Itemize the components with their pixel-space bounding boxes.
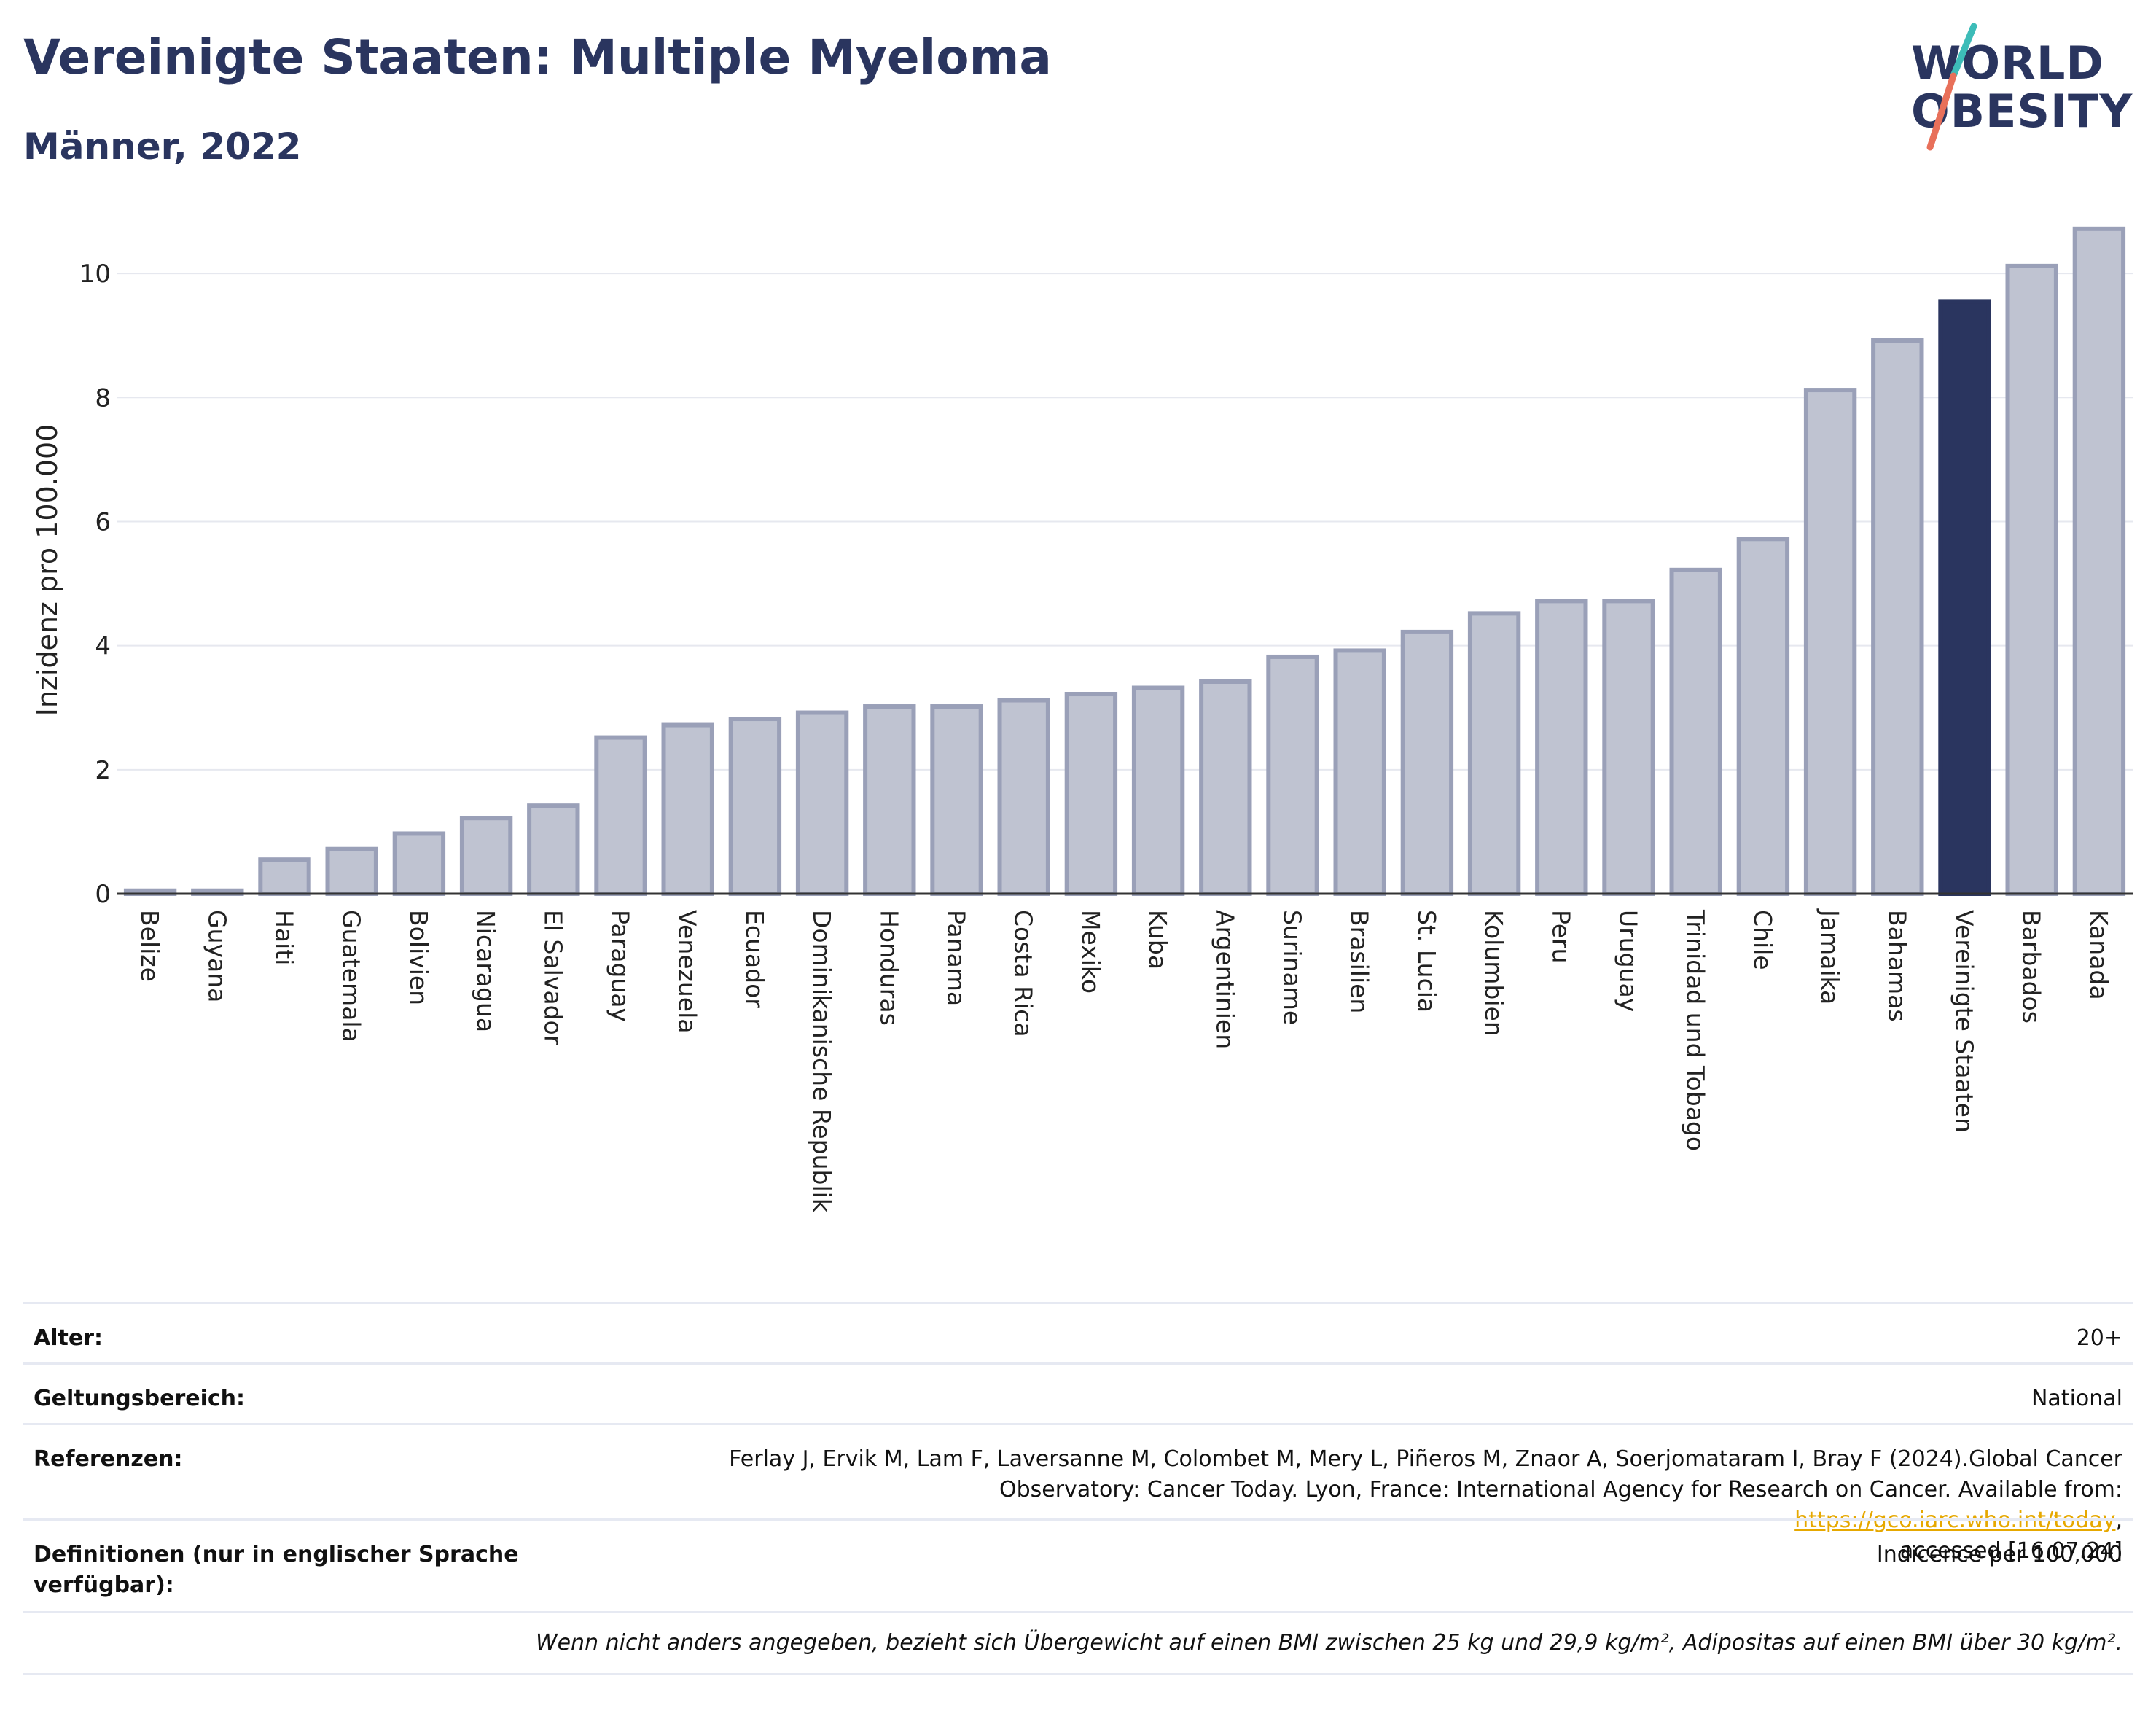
age-value: 20+ (2076, 1325, 2122, 1351)
bar (795, 710, 849, 896)
info-table: Alter: 20+ Geltungsbereich: National Ref… (23, 1302, 2133, 1675)
bar (1736, 537, 1790, 896)
bar (325, 846, 378, 897)
x-tick-label: Honduras (875, 910, 903, 1026)
bar (728, 717, 782, 896)
bar (997, 698, 1050, 896)
bar (1803, 388, 1857, 896)
bar (594, 735, 647, 897)
table-row-note: Wenn nicht anders angegeben, bezieht sic… (23, 1611, 2133, 1675)
y-tick-label: 4 (95, 632, 111, 661)
x-tick-label: Bolivien (405, 910, 433, 1005)
x-tick-label: Panama (942, 910, 971, 1006)
scope-value: National (2031, 1386, 2122, 1411)
bar (1199, 679, 1252, 896)
x-tick-label: Suriname (1278, 910, 1307, 1025)
x-tick-label: Guyana (203, 910, 231, 1002)
references-line-2-text: Observatory: Cancer Today. Lyon, France:… (999, 1477, 2122, 1502)
x-tick-label: Brasilien (1345, 910, 1374, 1013)
definitions-label-line-2: verfügbar): (34, 1572, 174, 1598)
table-row-references: Referenzen: Ferlay J, Ervik M, Lam F, La… (23, 1423, 2133, 1564)
x-tick-label: Dominikanische Republik (808, 910, 836, 1213)
table-row-age: Alter: 20+ (23, 1302, 2133, 1362)
table-row-scope: Geltungsbereich: National (23, 1362, 2133, 1423)
logo-text-world: WORLD (1911, 36, 2104, 90)
bar-chart: 0 2 4 6 8 10 Inzidenz pro 100.000 Belize Guyana H… (31, 226, 2133, 1213)
bar (527, 803, 580, 896)
y-axis-label: Inzidenz pro 100.000 (31, 424, 63, 717)
y-tick-label: 10 (79, 260, 111, 289)
bar (1064, 692, 1118, 896)
y-tick-label: 0 (95, 880, 111, 909)
y-tick-label: 6 (95, 507, 111, 537)
bar (392, 831, 446, 896)
page-title: Vereinigte Staaten: Multiple Myeloma (23, 29, 1052, 85)
bar (1400, 629, 1454, 897)
x-tick-label: Mexiko (1077, 910, 1105, 994)
bar (1669, 567, 1722, 896)
x-tick-label: Jamaika (1816, 908, 1844, 1005)
bar (1467, 611, 1521, 896)
bar (1871, 338, 1924, 897)
definitions-label-line-1: Definitionen (nur in englischer Sprache (34, 1542, 519, 1567)
x-tick-label: Bahamas (1883, 910, 1911, 1022)
bar (258, 857, 311, 897)
x-tick-label: Argentinien (1211, 910, 1239, 1049)
x-tick-label: Paraguay (606, 910, 635, 1022)
bar (1131, 685, 1185, 896)
x-tick-label: Uruguay (1614, 910, 1643, 1012)
x-tick-label: Barbados (2018, 910, 2046, 1024)
x-tick-label: Ecuador (741, 910, 769, 1008)
bmi-note: Wenn nicht anders angegeben, bezieht sic… (535, 1630, 2122, 1656)
bar (930, 704, 983, 896)
x-tick-label: Trinidad und Tobago (1682, 909, 1710, 1151)
x-tick-label: St. Lucia (1413, 910, 1441, 1013)
x-tick-label: Peru (1547, 910, 1575, 964)
scope-label: Geltungsbereich: (34, 1386, 246, 1411)
bar (1602, 599, 1655, 896)
bar (1266, 654, 1319, 896)
x-tick-label: Nicaragua (472, 910, 500, 1032)
bar (661, 722, 714, 896)
x-tick-label: Haiti (270, 910, 299, 965)
bar (1535, 599, 1588, 896)
bar (2072, 226, 2126, 897)
page-subtitle: Männer, 2022 (23, 125, 302, 168)
x-tick-label: Kanada (2085, 910, 2113, 1000)
definitions-label: Definitionen (nur in englischer Sprache … (34, 1540, 544, 1601)
references-line-1: Ferlay J, Ervik M, Lam F, Laversanne M, … (729, 1446, 2122, 1472)
x-tick-label: Vereinigte Staaten (1950, 910, 1979, 1133)
age-label: Alter: (34, 1325, 103, 1351)
x-tick-label: Guatemala (337, 910, 366, 1042)
bar (2005, 263, 2058, 896)
y-tick-label: 2 (95, 756, 111, 785)
x-tick-label: Belize (136, 910, 164, 982)
logo-slash-icon (1926, 23, 1977, 151)
references-label: Referenzen: (34, 1446, 183, 1472)
x-tick-label: Chile (1749, 910, 1777, 970)
references-line-3: accessed [16.07.24] (1899, 1538, 2122, 1564)
y-tick-label: 8 (95, 383, 111, 413)
x-tick-label: Kolumbien (1480, 910, 1508, 1037)
definitions-value: Indicence per 100,000 (1876, 1542, 2122, 1567)
bar (459, 816, 513, 896)
x-tick-label: Costa Rica (1009, 910, 1038, 1037)
bar (1333, 648, 1386, 897)
world-obesity-logo[interactable]: WORLD OBESITY (1895, 22, 2143, 153)
x-tick-label: Venezuela (673, 910, 702, 1033)
x-tick-label: El Salvador (539, 910, 567, 1045)
table-row-definitions: Definitionen (nur in englischer Sprache … (23, 1518, 2133, 1611)
bar-highlight (1938, 299, 1991, 896)
x-tick-label: Kuba (1144, 910, 1172, 970)
bar (863, 704, 916, 896)
